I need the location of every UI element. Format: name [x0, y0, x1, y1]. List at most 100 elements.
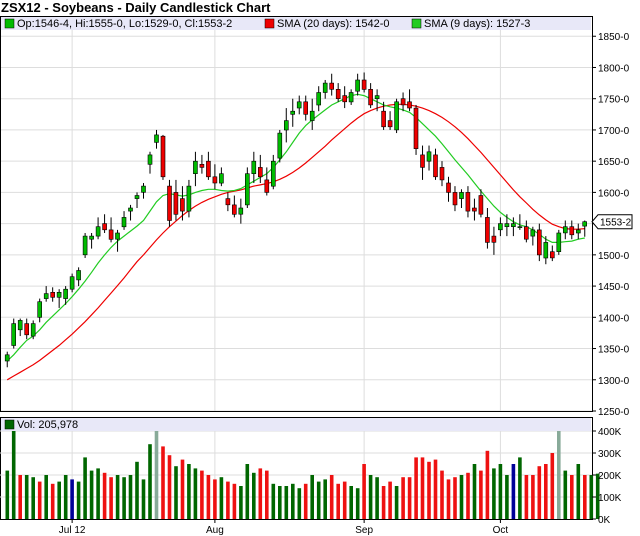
volume-bar: [329, 475, 334, 519]
candle: [374, 89, 380, 112]
volume-bar: [167, 455, 172, 519]
candle-body: [511, 223, 516, 228]
candle-body: [368, 89, 373, 106]
volume-tick-label: 400K: [598, 427, 622, 438]
candle-body: [478, 195, 484, 215]
candle: [394, 98, 399, 134]
price-tick-label: 1500-0: [598, 251, 630, 262]
candle: [478, 189, 484, 218]
candle-body: [108, 229, 114, 240]
volume-bar: [362, 464, 366, 519]
volume-bar: [537, 466, 542, 519]
candle: [277, 129, 283, 163]
candle-body: [95, 226, 101, 237]
candle: [102, 214, 107, 233]
candle: [452, 186, 458, 212]
candle-body: [277, 132, 283, 159]
candle: [575, 223, 581, 240]
candle: [413, 104, 419, 155]
candle-body: [433, 154, 438, 178]
candle: [69, 273, 75, 293]
candle: [4, 351, 10, 368]
volume-bar: [232, 483, 237, 519]
candle-body: [141, 185, 146, 193]
candle: [549, 245, 555, 262]
volume-bar: [148, 444, 152, 519]
candle: [368, 83, 373, 109]
candle-body: [160, 135, 166, 178]
candle: [446, 176, 451, 202]
candle-body: [167, 185, 172, 221]
volume-bar: [524, 475, 529, 519]
candle-body: [355, 79, 360, 92]
candle: [420, 145, 425, 180]
candle-body: [154, 134, 159, 143]
candle-body: [374, 95, 380, 99]
candle-body: [498, 223, 503, 231]
volume-bar: [420, 457, 425, 519]
candles: [4, 72, 588, 368]
candle: [296, 95, 302, 115]
price-tick-label: 1750-0: [598, 95, 630, 106]
volume-bar: [102, 472, 107, 519]
candle: [485, 208, 490, 249]
candle: [569, 220, 575, 240]
volume-bar: [284, 486, 289, 519]
volume-bar: [479, 470, 483, 519]
candle: [95, 217, 101, 240]
candle-body: [219, 173, 224, 184]
candle: [329, 73, 335, 96]
price-tick-label: 1700-0: [598, 126, 630, 137]
price-grid: [0, 30, 592, 412]
candle-body: [11, 323, 16, 346]
volume-bar: [316, 481, 321, 519]
candle-body: [121, 217, 127, 228]
volume-bar: [265, 470, 269, 519]
candle-body: [582, 221, 588, 227]
volume-bar: [407, 477, 412, 519]
candle-body: [232, 204, 237, 215]
volume-bar: [492, 468, 496, 519]
candle: [89, 232, 94, 249]
candle: [264, 167, 270, 196]
candle: [245, 167, 250, 209]
candle-body: [523, 226, 529, 240]
candle: [76, 267, 81, 287]
volume-bar: [115, 475, 120, 519]
price-tick-label: 1600-0: [598, 188, 630, 199]
volume-bar: [518, 457, 522, 519]
price-tick-label: 1350-0: [598, 345, 630, 356]
candle: [212, 164, 218, 190]
price-tick-label: 1650-0: [598, 157, 630, 168]
candle-body: [102, 223, 107, 231]
candle: [523, 220, 529, 243]
candle-body: [459, 192, 464, 199]
candle-body: [270, 160, 276, 187]
candle-body: [485, 217, 490, 243]
volume-bar: [219, 477, 224, 519]
legend-bg: [1, 17, 591, 30]
candle-body: [549, 251, 555, 259]
candle-body: [30, 323, 36, 337]
candle: [303, 95, 309, 121]
volume-bar: [291, 483, 295, 519]
volume-bar: [576, 464, 581, 519]
volume-bar: [89, 470, 94, 519]
candle: [322, 79, 328, 99]
candle: [530, 226, 536, 246]
volume-bar: [485, 450, 490, 519]
x-tick-label: Aug: [206, 525, 224, 536]
candle: [348, 89, 354, 105]
candle-body: [413, 107, 419, 149]
candle-body: [199, 164, 205, 168]
volume-bar: [511, 464, 516, 519]
candle: [283, 108, 289, 143]
candle: [186, 179, 192, 218]
candle-body: [309, 110, 315, 121]
volume-bar: [557, 431, 561, 519]
sma20-line: [6, 103, 585, 381]
candle: [361, 72, 367, 93]
volume-bar: [11, 431, 16, 519]
volume-bar: [63, 475, 68, 519]
